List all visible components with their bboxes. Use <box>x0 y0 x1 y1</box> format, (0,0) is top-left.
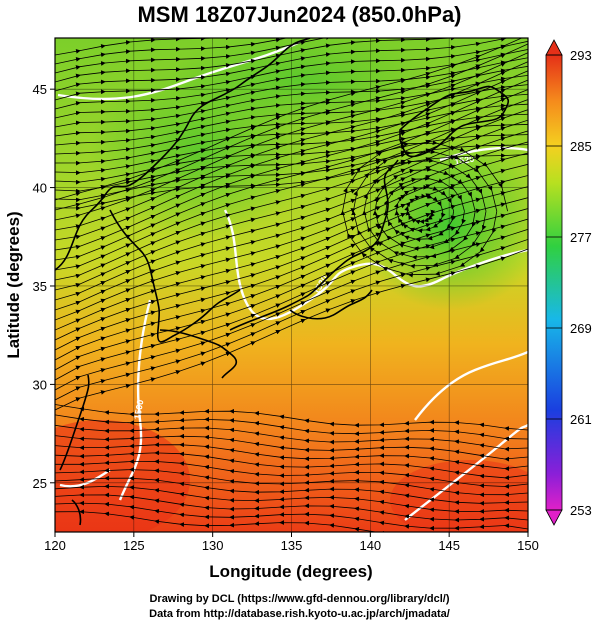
x-axis-label: Longitude (degrees) <box>209 562 372 581</box>
x-tick-label: 150 <box>517 538 539 553</box>
y-axis: 25 30 35 40 45 <box>33 82 55 491</box>
x-axis: 120 125 130 135 140 145 150 <box>44 532 539 553</box>
colorbar-tick-label: 261 <box>570 412 592 427</box>
coastlines <box>55 38 510 526</box>
credit-drawing: Drawing by DCL (https://www.gfd-dennou.o… <box>149 593 450 605</box>
streamline <box>340 140 508 278</box>
colorbar-tick-label: 269 <box>570 321 592 336</box>
y-tick-label: 25 <box>33 476 47 491</box>
credit-data-source: Data from http://database.rish.kyoto-u.a… <box>149 608 450 620</box>
streamline <box>55 509 510 532</box>
colorbar-tick-label: 277 <box>570 230 592 245</box>
x-tick-label: 145 <box>438 538 460 553</box>
x-tick-label: 125 <box>123 538 145 553</box>
wind-streamlines <box>55 38 528 532</box>
y-tick-label: 40 <box>33 181 47 196</box>
x-tick-label: 130 <box>202 538 224 553</box>
colorbar-tick-label: 293 <box>570 48 592 63</box>
y-tick-label: 35 <box>33 279 47 294</box>
graticule <box>54 38 529 532</box>
colorbar-scale <box>545 54 563 511</box>
x-tick-label: 140 <box>359 538 381 553</box>
colorbar: 253 261 269 277 285 293 <box>545 39 592 526</box>
y-tick-label: 45 <box>33 82 47 97</box>
y-tick-label: 30 <box>33 377 47 392</box>
chart-title: MSM 18Z07Jun2024 (850.0hPa) <box>137 2 462 27</box>
colorbar-min-arrow <box>545 509 563 526</box>
colorbar-max-arrow <box>545 39 563 56</box>
colorbar-tick-label: 253 <box>570 503 592 518</box>
colorbar-tick-label: 285 <box>570 139 592 154</box>
y-axis-label: Latitude (degrees) <box>4 211 23 358</box>
x-tick-label: 135 <box>281 538 303 553</box>
x-tick-label: 120 <box>44 538 66 553</box>
